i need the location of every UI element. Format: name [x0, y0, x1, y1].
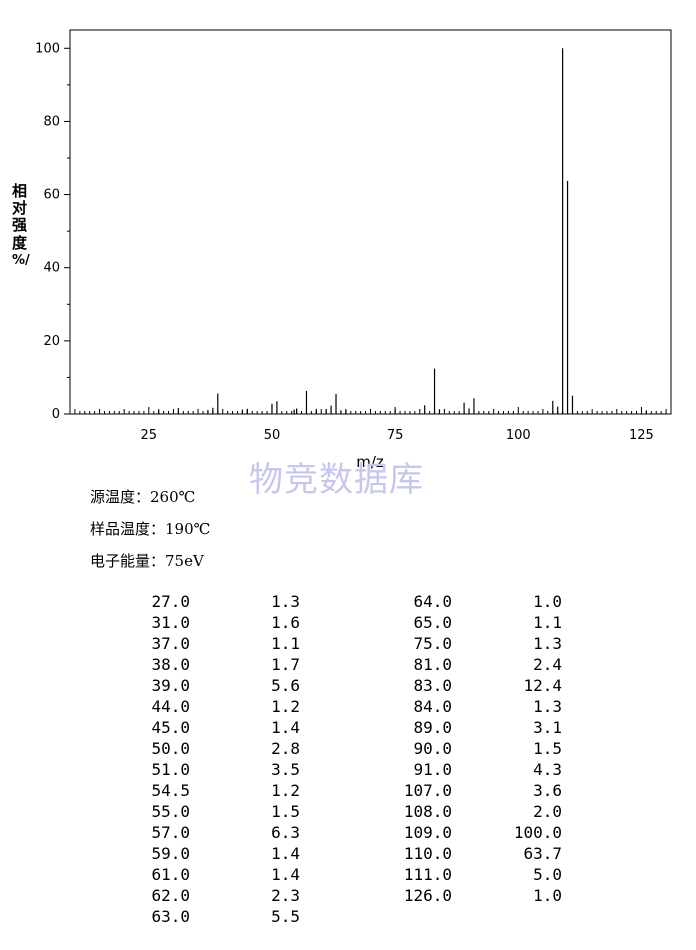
- peak-series: [158, 48, 647, 414]
- table-cell-intensity: 6.3: [271, 823, 300, 842]
- table-cell-intensity: 2.0: [533, 802, 562, 821]
- table-cell-intensity: 1.3: [533, 634, 562, 653]
- table-cell-intensity: 3.6: [533, 781, 562, 800]
- table-cell-intensity: 63.7: [523, 844, 562, 863]
- table-cell-intensity: 1.1: [533, 613, 562, 632]
- table-cell-intensity: 1.5: [271, 802, 300, 821]
- table-cell-intensity: 1.0: [533, 886, 562, 905]
- table-cell-intensity: 3.5: [271, 760, 300, 779]
- table-cell-mz: 57.0: [151, 823, 190, 842]
- table-cell-mz: 90.0: [413, 739, 452, 758]
- table-cell-intensity: 5.0: [533, 865, 562, 884]
- table-cell-intensity: 12.4: [523, 676, 562, 695]
- y-axis-label-char: 强: [12, 216, 28, 234]
- table-cell-mz: 91.0: [413, 760, 452, 779]
- table-cell-intensity: 5.6: [271, 676, 300, 695]
- x-tick-label: 25: [141, 428, 158, 443]
- table-cell-intensity: 1.2: [271, 781, 300, 800]
- peak-table-intensity-right: 1.0 1.1 1.3 2.4 12.4 1.3 3.1 1.5 4.3 3.6 2.0 100.0 6…: [492, 591, 562, 906]
- table-cell-intensity: 2.3: [271, 886, 300, 905]
- table-cell-intensity: 1.3: [271, 592, 300, 611]
- table-cell-intensity: 3.1: [533, 718, 562, 737]
- plot-frame: [69, 29, 672, 415]
- table-cell-mz: 81.0: [413, 655, 452, 674]
- table-cell-intensity: 1.2: [271, 697, 300, 716]
- table-cell-mz: 61.0: [151, 865, 190, 884]
- y-axis-label-char: 度: [12, 234, 28, 252]
- x-axis-label: m/z: [356, 453, 384, 471]
- sample-temperature: 样品温度：190℃: [90, 520, 211, 538]
- table-cell-mz: 38.0: [151, 655, 190, 674]
- table-cell-mz: 59.0: [151, 844, 190, 863]
- table-cell-mz: 108.0: [403, 802, 452, 821]
- table-cell-intensity: 1.4: [271, 844, 300, 863]
- y-axis: 0 20 40 60 80 100: [35, 41, 70, 422]
- table-cell-intensity: 1.3: [533, 697, 562, 716]
- y-tick-label: 80: [43, 114, 60, 129]
- y-axis-label-char: 相: [12, 182, 28, 200]
- table-cell-mz: 51.0: [151, 760, 190, 779]
- table-cell-intensity: 5.5: [271, 907, 300, 926]
- y-tick-label: 100: [35, 41, 60, 56]
- table-cell-mz: 84.0: [413, 697, 452, 716]
- table-cell-mz: 54.5: [151, 781, 190, 800]
- table-cell-intensity: 1.4: [271, 865, 300, 884]
- table-cell-mz: 45.0: [151, 718, 190, 737]
- table-cell-mz: 111.0: [403, 865, 452, 884]
- table-cell-intensity: 2.8: [271, 739, 300, 758]
- table-cell-mz: 31.0: [151, 613, 190, 632]
- mass-spectrum-chart: 0 20 40 60 80 100 25 50 75 100 125 m/z: [35, 29, 672, 471]
- table-cell-intensity: 1.4: [271, 718, 300, 737]
- table-cell-mz: 65.0: [413, 613, 452, 632]
- y-tick-label: 40: [43, 261, 60, 276]
- table-cell-mz: 62.0: [151, 886, 190, 905]
- y-tick-label: 0: [52, 407, 60, 422]
- source-temperature: 源温度：260℃: [90, 488, 196, 506]
- watermark: 物竞数据库: [249, 460, 424, 500]
- table-cell-mz: 37.0: [151, 634, 190, 653]
- table-cell-mz: 50.0: [151, 739, 190, 758]
- table-cell-mz: 64.0: [413, 592, 452, 611]
- x-tick-label: 75: [387, 428, 404, 443]
- x-tick-label: 100: [506, 428, 531, 443]
- table-cell-intensity: 1.0: [533, 592, 562, 611]
- electron-energy: 电子能量：75eV: [90, 552, 204, 570]
- y-tick-label: 60: [43, 188, 60, 203]
- table-cell-intensity: 100.0: [513, 823, 562, 842]
- table-cell-mz: 55.0: [151, 802, 190, 821]
- y-axis-label-char: 对: [12, 199, 28, 217]
- x-tick-label: 125: [629, 428, 654, 443]
- table-cell-mz: 39.0: [151, 676, 190, 695]
- table-cell-mz: 27.0: [151, 592, 190, 611]
- peak-table-mz-right: 64.0 65.0 75.0 81.0 83.0 84.0 89.0 90.0 91.0 107.…: [392, 591, 452, 906]
- table-cell-mz: 89.0: [413, 718, 452, 737]
- table-cell-intensity: 4.3: [533, 760, 562, 779]
- x-axis: 25 50 75 100 125: [74, 407, 667, 443]
- table-cell-mz: 44.0: [151, 697, 190, 716]
- peak-table-mz-left: 27.0 31.0 37.0 38.0 39.0 44.0 45.0 50.0 51.0 54.5…: [130, 591, 190, 927]
- table-cell-mz: 75.0: [413, 634, 452, 653]
- table-cell-intensity: 1.6: [271, 613, 300, 632]
- table-cell-intensity: 1.1: [271, 634, 300, 653]
- y-axis-label-char: %/: [12, 253, 30, 268]
- table-cell-mz: 110.0: [403, 844, 452, 863]
- x-tick-label: 50: [264, 428, 281, 443]
- y-tick-label: 20: [43, 334, 60, 349]
- peak-table-intensity-left: 1.3 1.6 1.1 1.7 5.6 1.2 1.4 2.8 3.5 1.2 1.5 6.3 1.4 1…: [240, 591, 300, 927]
- table-cell-mz: 63.0: [151, 907, 190, 926]
- table-cell-mz: 126.0: [403, 886, 452, 905]
- table-cell-intensity: 2.4: [533, 655, 562, 674]
- table-cell-intensity: 1.7: [271, 655, 300, 674]
- table-cell-mz: 109.0: [403, 823, 452, 842]
- table-cell-intensity: 1.5: [533, 739, 562, 758]
- table-cell-mz: 83.0: [413, 676, 452, 695]
- table-cell-mz: 107.0: [403, 781, 452, 800]
